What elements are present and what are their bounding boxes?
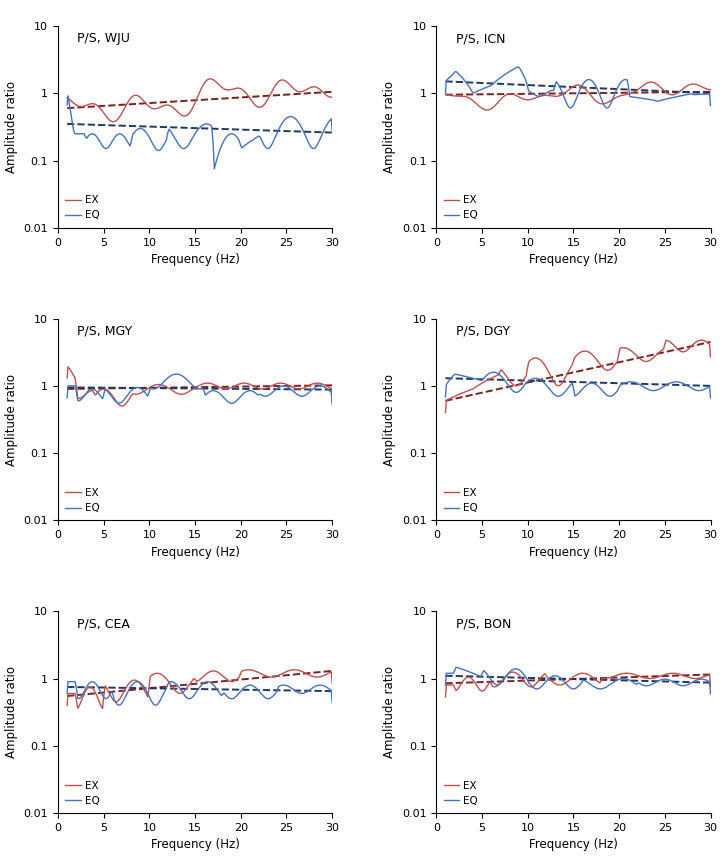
Y-axis label: Amplitude ratio: Amplitude ratio <box>5 374 18 465</box>
Y-axis label: Amplitude ratio: Amplitude ratio <box>384 374 397 465</box>
X-axis label: Frequency (Hz): Frequency (Hz) <box>529 838 618 851</box>
Y-axis label: Amplitude ratio: Amplitude ratio <box>5 666 18 759</box>
Y-axis label: Amplitude ratio: Amplitude ratio <box>384 80 397 173</box>
Text: P/S, WJU: P/S, WJU <box>77 32 130 45</box>
Text: P/S, BON: P/S, BON <box>455 618 511 631</box>
Legend: EX, EQ: EX, EQ <box>442 193 480 222</box>
Legend: EX, EQ: EX, EQ <box>442 486 480 516</box>
Text: P/S, ICN: P/S, ICN <box>455 32 505 45</box>
X-axis label: Frequency (Hz): Frequency (Hz) <box>529 546 618 559</box>
X-axis label: Frequency (Hz): Frequency (Hz) <box>151 253 239 266</box>
X-axis label: Frequency (Hz): Frequency (Hz) <box>151 838 239 851</box>
X-axis label: Frequency (Hz): Frequency (Hz) <box>529 253 618 266</box>
Legend: EX, EQ: EX, EQ <box>63 778 102 808</box>
Text: P/S, DGY: P/S, DGY <box>455 324 510 337</box>
Y-axis label: Amplitude ratio: Amplitude ratio <box>384 666 397 759</box>
Legend: EX, EQ: EX, EQ <box>442 778 480 808</box>
Legend: EX, EQ: EX, EQ <box>63 486 102 516</box>
Text: P/S, MGY: P/S, MGY <box>77 324 133 337</box>
Text: P/S, CEA: P/S, CEA <box>77 618 130 631</box>
Y-axis label: Amplitude ratio: Amplitude ratio <box>5 80 18 173</box>
X-axis label: Frequency (Hz): Frequency (Hz) <box>151 546 239 559</box>
Legend: EX, EQ: EX, EQ <box>63 193 102 222</box>
